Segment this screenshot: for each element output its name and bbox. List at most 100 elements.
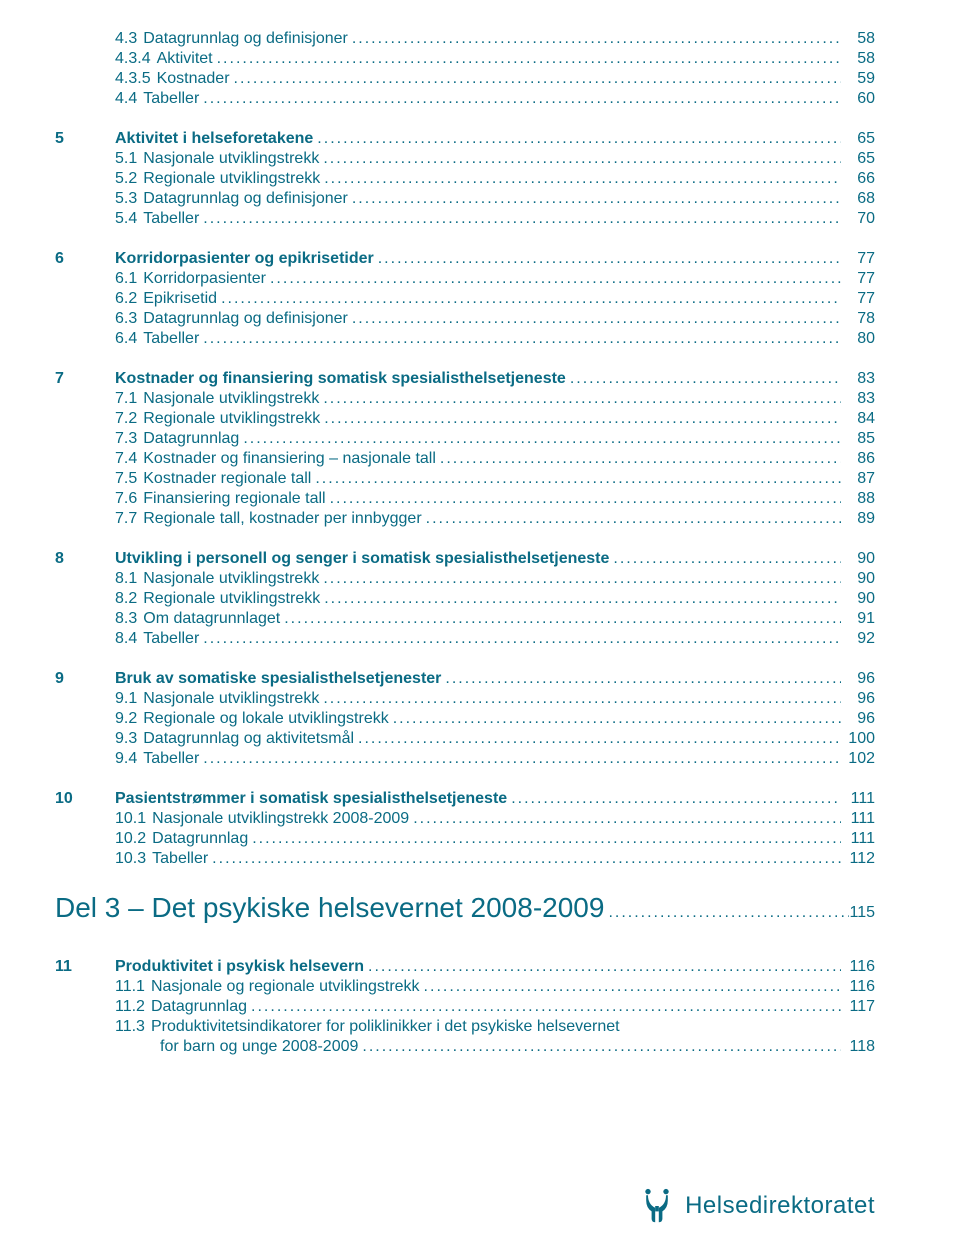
dot-leader xyxy=(320,410,841,428)
dot-leader xyxy=(441,670,841,688)
toc-entry: 9.2Regionale og lokale utviklingstrekk96 xyxy=(55,710,875,728)
entry-title: Pasientstrømmer i somatisk spesialisthel… xyxy=(115,790,507,808)
entry-title: Datagrunnlag og definisjoner xyxy=(143,30,348,48)
page-number: 68 xyxy=(841,190,875,208)
table-of-contents: 4.3 Datagrunnlag og definisjoner 58 4.3.4 Ak… xyxy=(55,30,875,1056)
entry-title: Datagrunnlag xyxy=(152,830,248,848)
dot-leader xyxy=(319,150,841,168)
page-number: 90 xyxy=(841,570,875,588)
section-gap xyxy=(55,110,875,130)
entry-number: 7.5 xyxy=(115,470,137,488)
toc-entry: 4.4Tabeller60 xyxy=(55,90,875,108)
page-number: 100 xyxy=(841,730,875,748)
chapter-number: 7 xyxy=(55,370,115,388)
toc-entry: 6Korridorpasienter og epikrisetider77 xyxy=(55,250,875,268)
page-number: 58 xyxy=(841,50,875,68)
toc-entry: 4.3Datagrunnlag og definisjoner58 xyxy=(55,30,875,48)
page-number: 83 xyxy=(841,390,875,408)
entry-number: 10.1 xyxy=(115,810,146,828)
page-number: 87 xyxy=(841,470,875,488)
dot-leader xyxy=(319,690,841,708)
page-number: 83 xyxy=(841,370,875,388)
page-number: 60 xyxy=(841,90,875,108)
entry-number: 4.3 xyxy=(115,30,137,48)
chapter-number: 11 xyxy=(55,958,115,976)
toc-entry: 8.3Om datagrunnlaget91 xyxy=(55,610,875,628)
entry-number: 5.1 xyxy=(115,150,137,168)
entry-number: 7.3 xyxy=(115,430,137,448)
toc-entry: 6.2Epikrisetid77 xyxy=(55,290,875,308)
dot-leader xyxy=(199,750,841,768)
toc-entry: 9Bruk av somatiske spesialisthelsetjenes… xyxy=(55,670,875,688)
entry-number: 4.3.5 xyxy=(115,70,151,88)
toc-entry: 5.4Tabeller70 xyxy=(55,210,875,228)
entry-title: Regionale utviklingstrekk xyxy=(143,170,320,188)
entry-title: Regionale tall, kostnader per innbygger xyxy=(143,510,421,528)
dot-leader xyxy=(320,590,841,608)
entry-title: Bruk av somatiske spesialisthelsetjenest… xyxy=(115,670,441,688)
entry-title: Kostnader regionale tall xyxy=(143,470,311,488)
dot-leader xyxy=(326,490,841,508)
dot-leader xyxy=(422,510,841,528)
toc-entry: 7.4Kostnader og finansiering – nasjonale… xyxy=(55,450,875,468)
entry-title: Nasjonale utviklingstrekk xyxy=(143,690,319,708)
dot-leader xyxy=(248,830,841,848)
section-gap xyxy=(55,770,875,790)
entry-title: Tabeller xyxy=(143,210,199,228)
dot-leader xyxy=(409,810,841,828)
toc-entry: 7.7Regionale tall, kostnader per innbygg… xyxy=(55,510,875,528)
entry-title: Nasjonale utviklingstrekk xyxy=(143,570,319,588)
entry-title: Om datagrunnlaget xyxy=(143,610,280,628)
page-number: 85 xyxy=(841,430,875,448)
toc-entry: 5.1Nasjonale utviklingstrekk65 xyxy=(55,150,875,168)
dot-leader xyxy=(374,250,841,268)
page-number: 77 xyxy=(841,270,875,288)
page-number: 65 xyxy=(841,150,875,168)
entry-title: Kostnader og finansiering – nasjonale ta… xyxy=(143,450,436,468)
page-number: 80 xyxy=(841,330,875,348)
dot-leader xyxy=(507,790,841,808)
entry-number: 6.3 xyxy=(115,310,137,328)
toc-entry: 10.2Datagrunnlag111 xyxy=(55,830,875,848)
toc-entry: 4.3.4 Aktivitet 58 xyxy=(55,50,875,68)
toc-entry: 11.2Datagrunnlag117 xyxy=(55,998,875,1016)
entry-number: 9.2 xyxy=(115,710,137,728)
page-number: 92 xyxy=(841,630,875,648)
dot-leader xyxy=(208,850,841,868)
page-number: 89 xyxy=(841,510,875,528)
dot-leader xyxy=(358,1038,841,1056)
toc-entry: 10.1Nasjonale utviklingstrekk 2008-20091… xyxy=(55,810,875,828)
dot-leader xyxy=(604,904,849,924)
entry-number: 4.3.4 xyxy=(115,50,151,68)
entry-title: Regionale og lokale utviklingstrekk xyxy=(143,710,388,728)
entry-number: 8.1 xyxy=(115,570,137,588)
page-number: 77 xyxy=(841,250,875,268)
entry-number: 9.1 xyxy=(115,690,137,708)
entry-number: 11.1 xyxy=(115,978,145,996)
chapter-number: 9 xyxy=(55,670,115,688)
page-number: 111 xyxy=(841,810,875,828)
entry-title: Tabeller xyxy=(143,630,199,648)
toc-part-heading: Del 3 – Det psykiske helsevernet 2008-20… xyxy=(55,892,875,924)
entry-number: 7.1 xyxy=(115,390,137,408)
entry-number: 6.1 xyxy=(115,270,137,288)
toc-entry-continuation: for barn og unge 2008-2009118 xyxy=(55,1038,875,1056)
toc-entry: 5Aktivitet i helseforetakene65 xyxy=(55,130,875,148)
page-number: 111 xyxy=(841,790,875,808)
entry-title: Produktivitetsindikatorer for poliklinik… xyxy=(151,1018,620,1036)
toc-entry: 9.1Nasjonale utviklingstrekk96 xyxy=(55,690,875,708)
entry-number: 10.3 xyxy=(115,850,146,868)
entry-title: Kostnader xyxy=(157,70,230,88)
toc-entry: 8Utvikling i personell og senger i somat… xyxy=(55,550,875,568)
entry-number: 8.4 xyxy=(115,630,137,648)
entry-number: 6.2 xyxy=(115,290,137,308)
page-number: 78 xyxy=(841,310,875,328)
page-number: 65 xyxy=(841,130,875,148)
entry-number: 5.3 xyxy=(115,190,137,208)
toc-entry: 9.4Tabeller102 xyxy=(55,750,875,768)
page-number: 91 xyxy=(841,610,875,628)
chapter-number: 8 xyxy=(55,550,115,568)
dot-leader xyxy=(280,610,841,628)
toc-entry: 7.5 Kostnader regionale tall 87 xyxy=(55,470,875,488)
entry-title: Aktivitet xyxy=(157,50,213,68)
